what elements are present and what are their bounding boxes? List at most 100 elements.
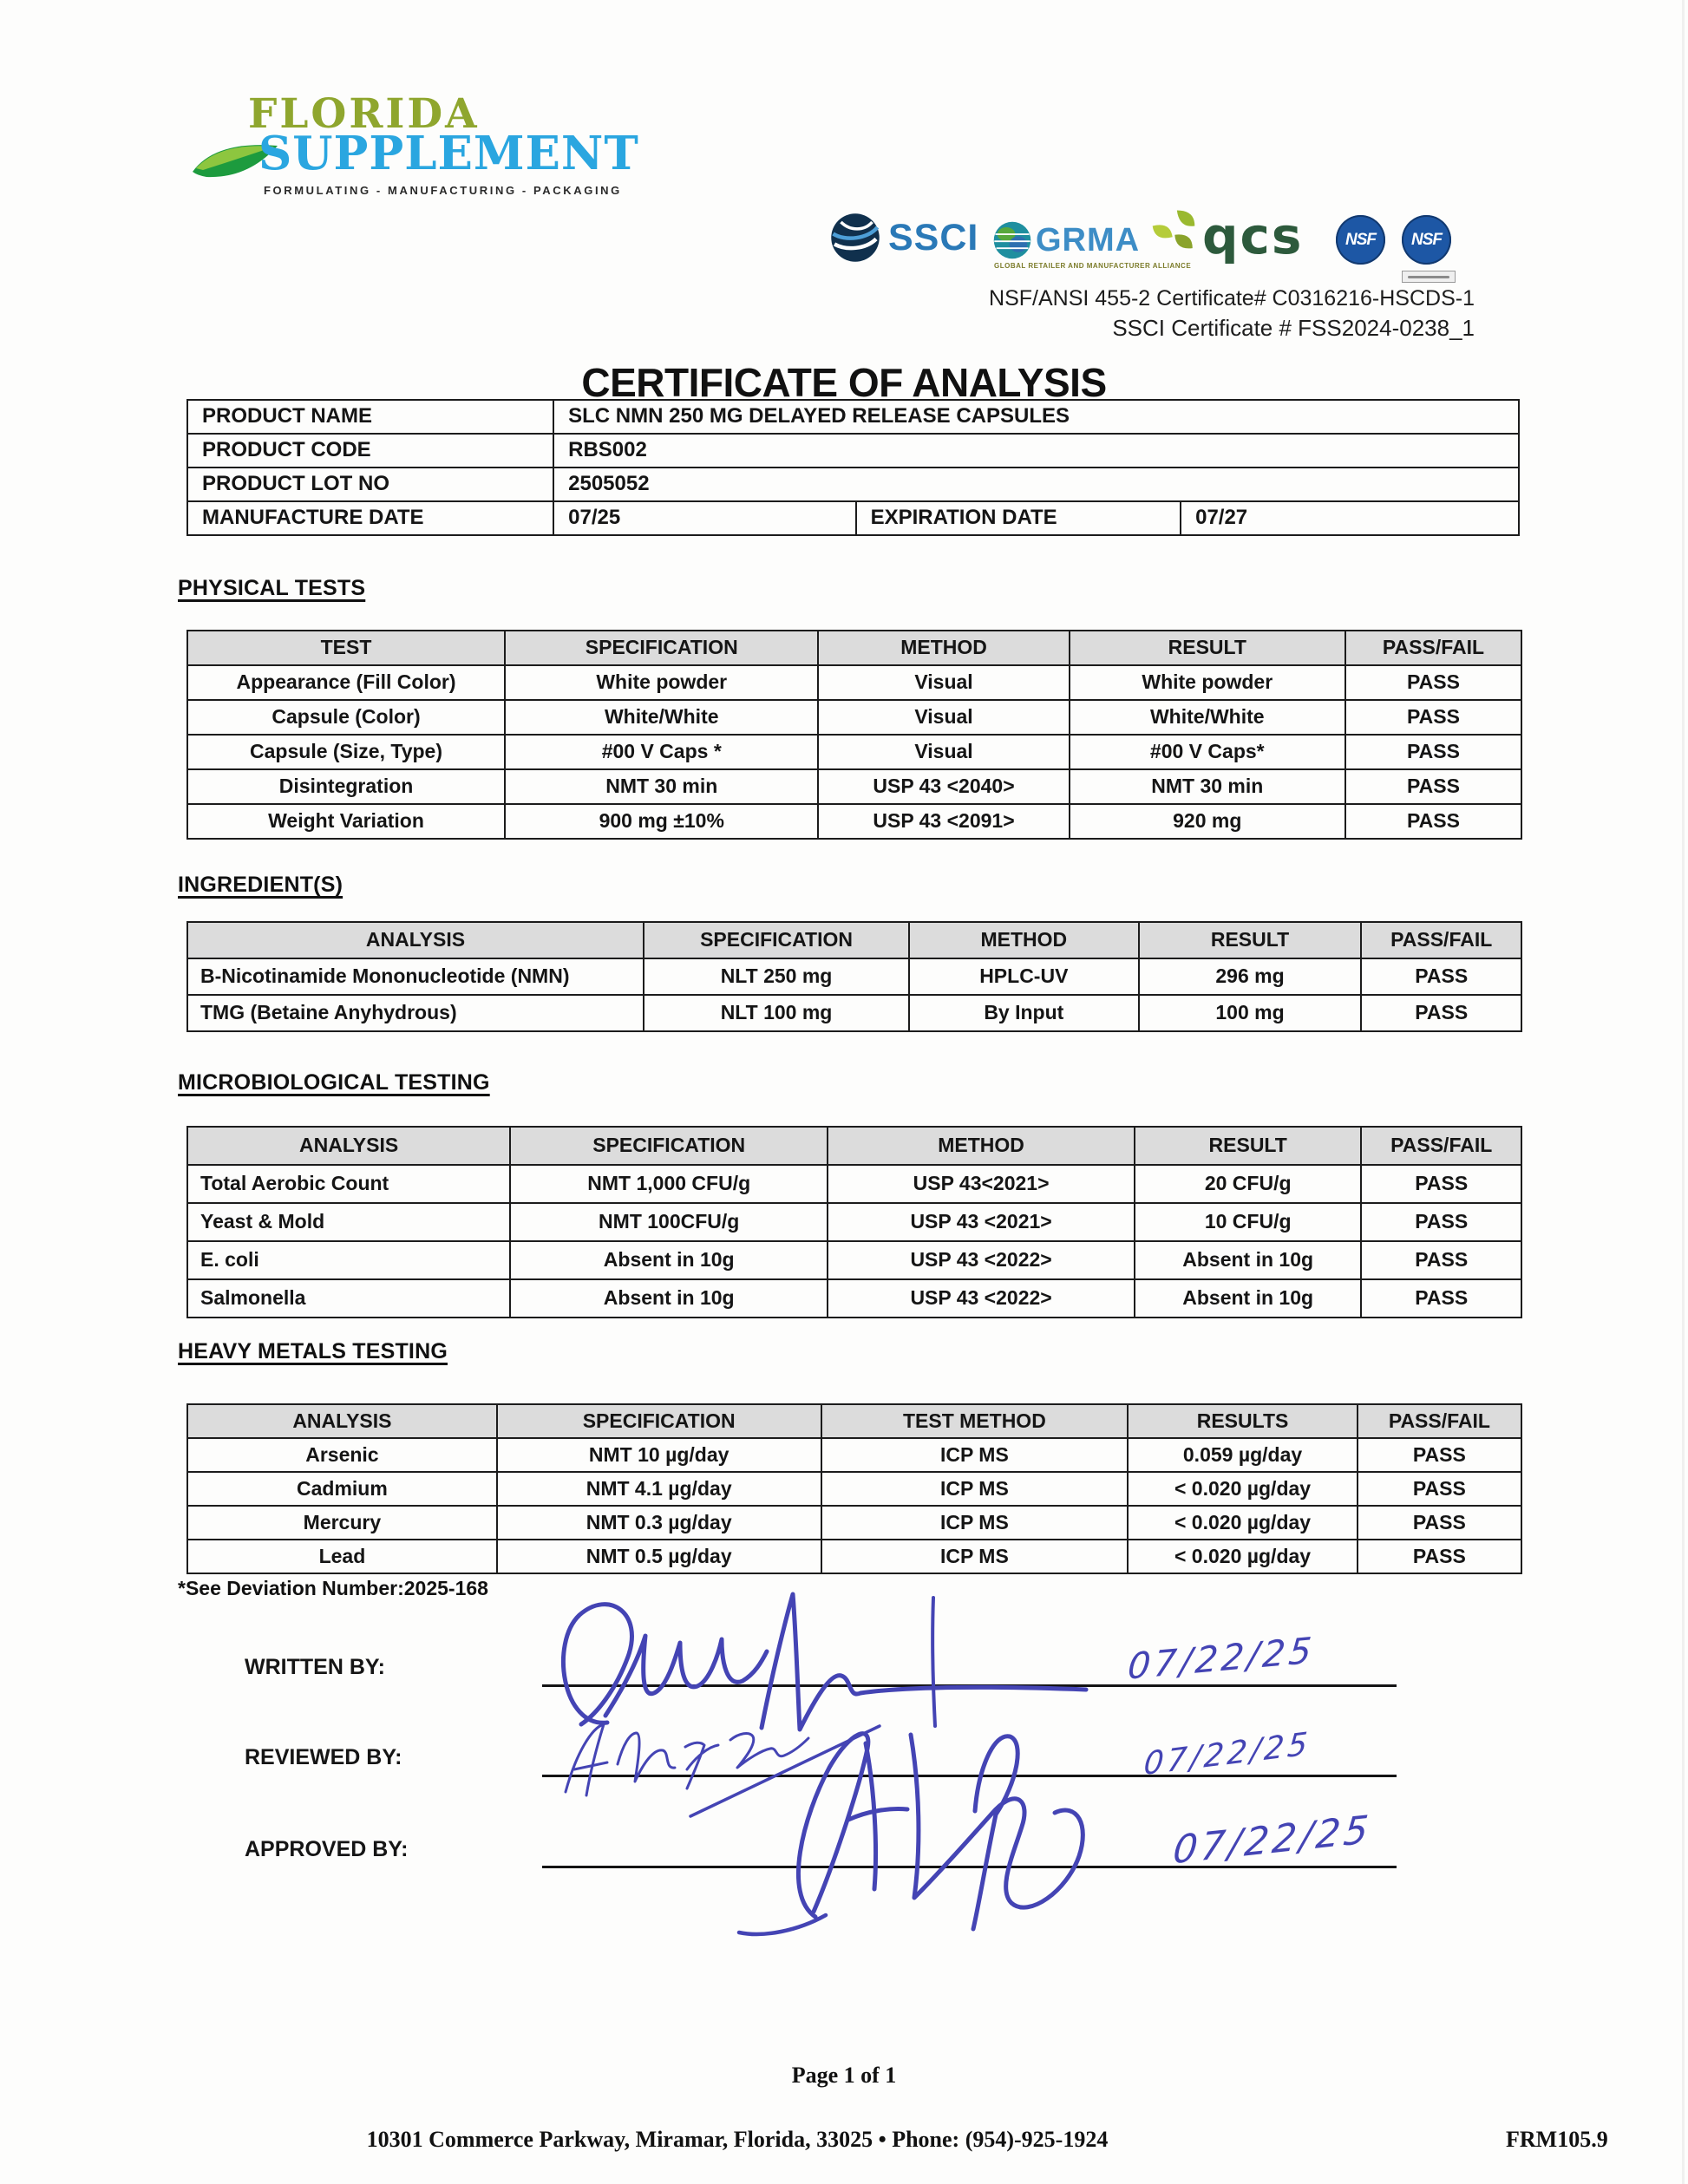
cell: USP 43 <2091> — [817, 803, 1070, 840]
table-row: Total Aerobic Count NMT 1,000 CFU/g USP 43… — [186, 1164, 1522, 1204]
table-row: Cadmium NMT 4.1 µg/day ICP MS < 0.020 µg/da… — [186, 1471, 1523, 1507]
cell: Absent in 10g — [509, 1240, 829, 1280]
cell: TMG (Betaine Anyhydrous) — [186, 994, 644, 1032]
cell: USP 43 <2022> — [827, 1278, 1135, 1318]
cell: Visual — [817, 664, 1070, 701]
physical-tests-heading: PHYSICAL TESTS — [178, 576, 366, 600]
nsf-label: NSF — [1345, 230, 1377, 249]
cell: 920 mg — [1068, 803, 1346, 840]
cell: NMT 30 min — [504, 768, 820, 805]
cell: Absent in 10g — [1133, 1278, 1363, 1318]
cell: NMT 100CFU/g — [509, 1202, 829, 1242]
cell: Absent in 10g — [509, 1278, 829, 1318]
footer-address: 10301 Commerce Parkway, Miramar, Florida… — [366, 2127, 1109, 2152]
cell: PASS — [1356, 1437, 1523, 1473]
written-signature-line — [542, 1684, 1397, 1687]
table-header-row: ANALYSIS SPECIFICATION TEST METHOD RESULTS P… — [186, 1403, 1523, 1439]
logo-tagline: FORMULATING - MANUFACTURING - PACKAGING — [264, 184, 622, 197]
cell: PASS — [1356, 1539, 1523, 1574]
product-info-table: PRODUCT NAME SLC NMN 250 MG DELAYED RELE… — [186, 399, 1520, 536]
cell: Arsenic — [186, 1437, 498, 1473]
cell: NLT 100 mg — [642, 994, 911, 1032]
grma-label: GRMA — [1036, 221, 1141, 258]
cell: PASS — [1344, 664, 1523, 701]
cell: Yeast & Mold — [186, 1202, 512, 1242]
table-row: Disintegration NMT 30 min USP 43 <2040> NMT… — [186, 768, 1523, 805]
florida-supplement-logo: FLORIDA SUPPLEMENT FORMULATING - MANUFAC… — [191, 90, 642, 199]
header-cell: RESULT — [1133, 1126, 1363, 1166]
cell: USP 43 <2040> — [817, 768, 1070, 805]
ingredients-table: ANALYSIS SPECIFICATION METHOD RESULT PASS/FA… — [186, 921, 1522, 1032]
table-row: MANUFACTURE DATE 07/25 EXPIRATION DATE 0… — [186, 500, 1520, 536]
table-row: Weight Variation 900 mg ±10% USP 43 <2091>… — [186, 803, 1523, 840]
logo-text-florida: FLORIDA — [248, 90, 480, 138]
logo-text-supplement: SUPPLEMENT — [258, 127, 639, 180]
cell: USP 43 <2021> — [827, 1202, 1135, 1242]
nsf-circle-icon: NSF — [1336, 215, 1385, 265]
header-cell: ANALYSIS — [186, 921, 644, 959]
table-row: B-Nicotinamide Mononucleotide (NMN) NLT 2… — [186, 958, 1522, 996]
header-cell: METHOD — [908, 921, 1140, 959]
cell: Capsule (Size, Type) — [186, 734, 507, 770]
table-row: E. coli Absent in 10g USP 43 <2022> Absent … — [186, 1240, 1522, 1280]
cell: NMT 10 µg/day — [495, 1437, 822, 1473]
reviewed-signature — [564, 1723, 881, 1818]
approved-signature-line — [542, 1866, 1397, 1868]
cell: USP 43<2021> — [827, 1164, 1135, 1204]
header-cell: RESULTS — [1127, 1403, 1358, 1439]
cell: PASS — [1356, 1471, 1523, 1507]
table-header-row: TEST SPECIFICATION METHOD RESULT PASS/FAIL — [186, 630, 1523, 666]
qcs-logo: qcs — [1145, 208, 1303, 264]
cell: PASS — [1360, 958, 1522, 996]
cell: PASS — [1344, 734, 1523, 770]
deviation-note: *See Deviation Number:2025-168 — [178, 1577, 488, 1599]
microbiological-testing-heading: MICROBIOLOGICAL TESTING — [178, 1070, 490, 1095]
ssci-globe-icon — [831, 213, 880, 262]
grma-caption: GLOBAL RETAILER AND MANUFACTURER ALLIANC… — [994, 262, 1192, 270]
cell: Salmonella — [186, 1278, 512, 1318]
grma-logo: GRMA — [992, 220, 1140, 260]
heavy-metals-testing-table: ANALYSIS SPECIFICATION TEST METHOD RESULTS P… — [186, 1403, 1523, 1574]
written-signature — [561, 1592, 1089, 1732]
product-lot-label: PRODUCT LOT NO — [186, 467, 555, 502]
cell: NMT 0.3 µg/day — [495, 1505, 822, 1540]
table-row: Lead NMT 0.5 µg/day ICP MS < 0.020 µg/day PA… — [186, 1539, 1523, 1574]
grma-globe-icon — [993, 221, 1031, 259]
cell: USP 43 <2022> — [827, 1240, 1135, 1280]
reviewed-signature-line — [542, 1775, 1397, 1777]
manufacture-date-label: MANUFACTURE DATE — [186, 500, 555, 536]
cell: White powder — [504, 664, 820, 701]
table-row: PRODUCT NAME SLC NMN 250 MG DELAYED RELE… — [186, 399, 1520, 435]
cell: 100 mg — [1137, 994, 1363, 1032]
header-cell: TEST METHOD — [820, 1403, 1129, 1439]
cell: Capsule (Color) — [186, 699, 507, 736]
microbiological-testing-table: ANALYSIS SPECIFICATION METHOD RESULT PASS/FA… — [186, 1126, 1522, 1318]
cell: By Input — [908, 994, 1140, 1032]
table-row: Arsenic NMT 10 µg/day ICP MS 0.059 µg/day PA… — [186, 1437, 1523, 1473]
cell: PASS — [1360, 1202, 1522, 1242]
header-cell: SPECIFICATION — [495, 1403, 822, 1439]
approved-by-label: APPROVED BY: — [245, 1837, 409, 1861]
header-cell: RESULT — [1068, 630, 1346, 666]
cell: Appearance (Fill Color) — [186, 664, 507, 701]
table-row: Capsule (Size, Type) #00 V Caps * Visual #0… — [186, 734, 1523, 770]
table-row: TMG (Betaine Anyhydrous) NLT 100 mg By Inp… — [186, 994, 1522, 1032]
cell: #00 V Caps* — [1068, 734, 1346, 770]
ssci-label: SSCI — [888, 216, 979, 258]
form-number: FRM105.9 — [1506, 2127, 1608, 2152]
reviewed-by-label: REVIEWED BY: — [245, 1745, 402, 1769]
expiration-date-label: EXPIRATION DATE — [854, 500, 1182, 536]
page-title: CERTIFICATE OF ANALYSIS — [581, 360, 1107, 405]
product-name-label: PRODUCT NAME — [186, 399, 555, 435]
cell: White/White — [1068, 699, 1346, 736]
header-cell: PASS/FAIL — [1360, 921, 1522, 959]
header-cell: METHOD — [827, 1126, 1135, 1166]
expiration-date-value: 07/27 — [1180, 500, 1520, 536]
nsf-sport-caption-box — [1402, 271, 1456, 283]
scan-artifact — [1682, 0, 1685, 2184]
header-cell: RESULT — [1137, 921, 1363, 959]
cell: < 0.020 µg/day — [1127, 1505, 1358, 1540]
heavy-metals-testing-heading: HEAVY METALS TESTING — [178, 1339, 448, 1363]
product-code-value: RBS002 — [553, 433, 1520, 468]
